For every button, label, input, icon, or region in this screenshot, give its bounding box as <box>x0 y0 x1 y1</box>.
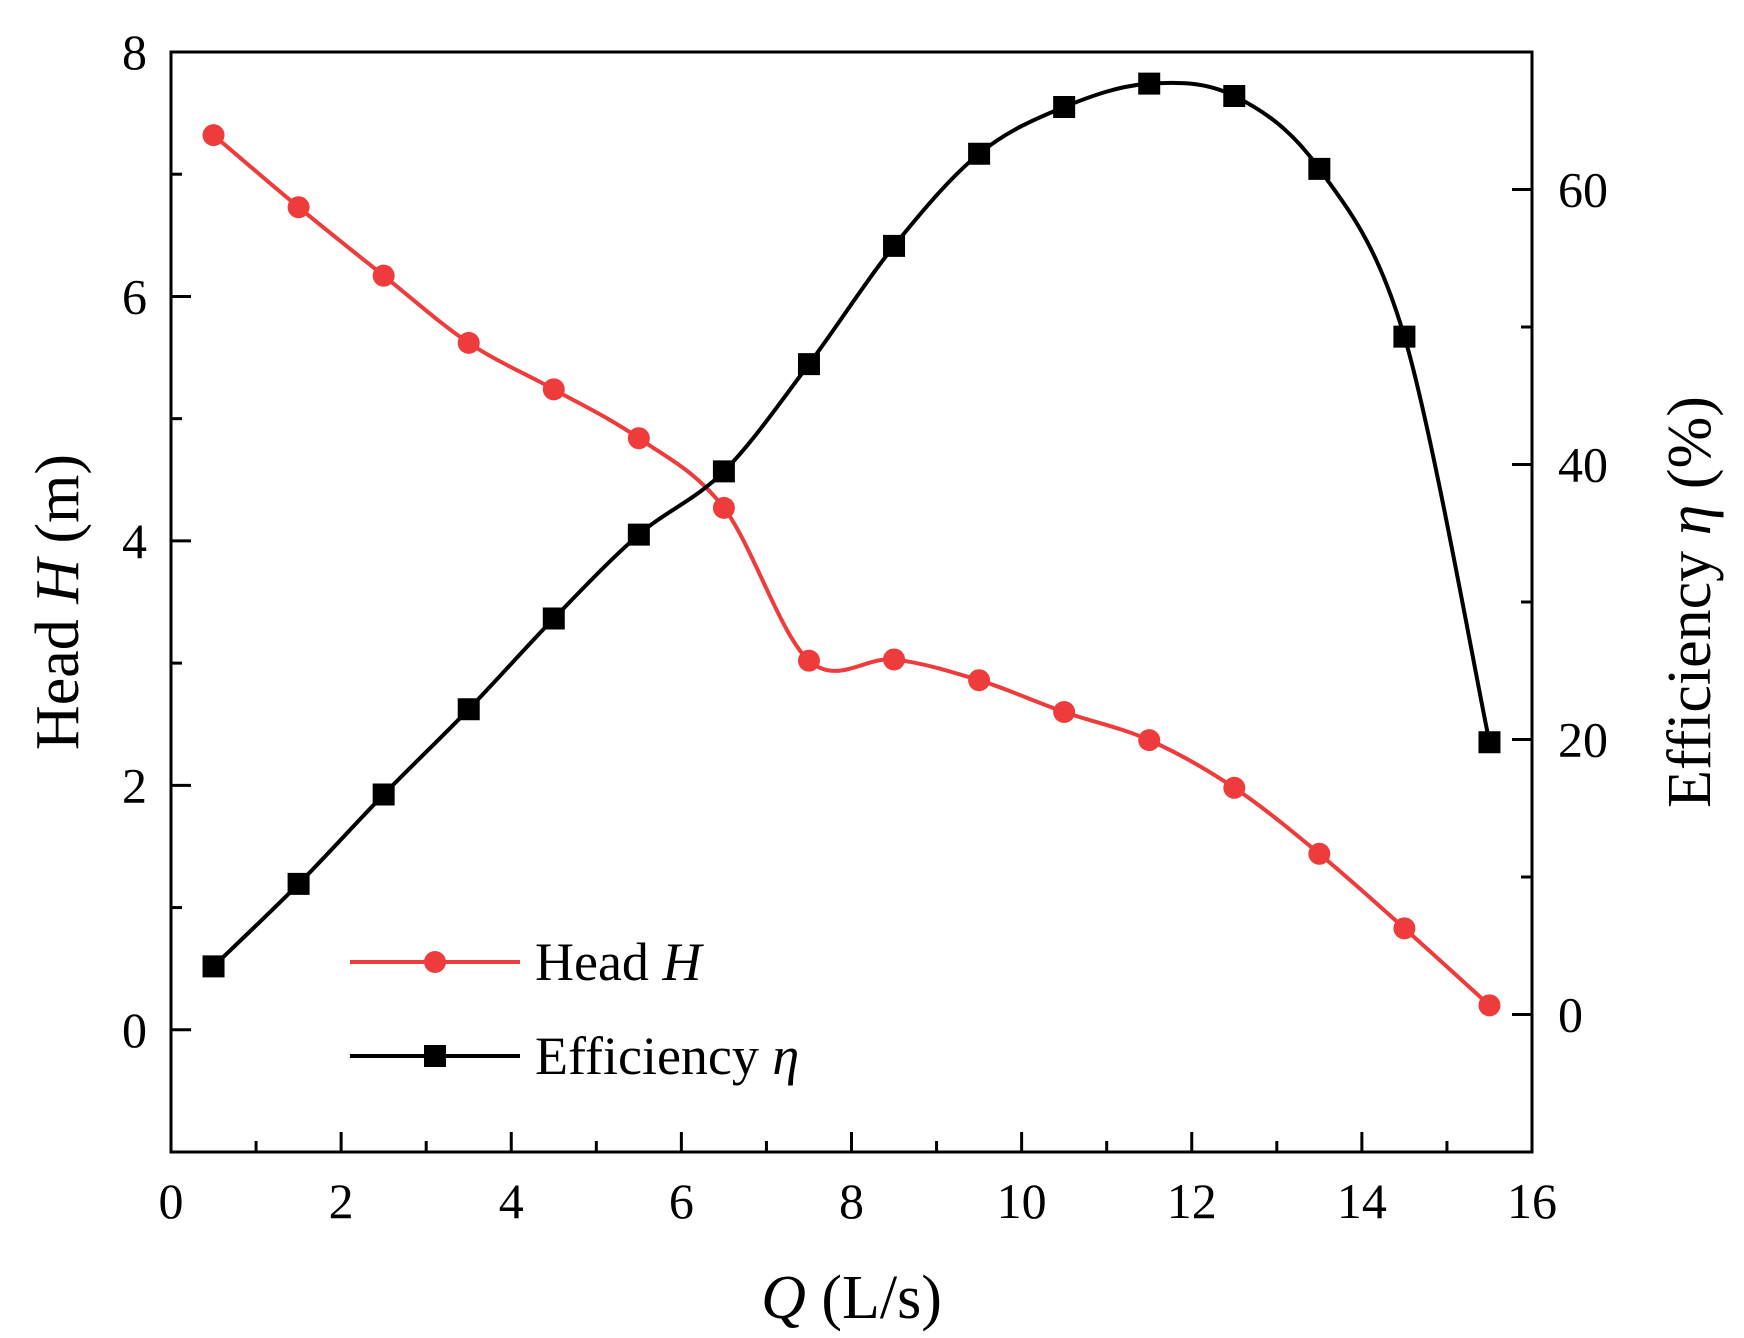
data-point-efficiency <box>542 607 565 630</box>
y-right-tick-label: 20 <box>1558 712 1608 768</box>
data-point-efficiency <box>883 234 906 257</box>
x-tick-label: 4 <box>499 1173 524 1229</box>
y-left-tick-label: 6 <box>122 268 147 324</box>
y-left-tick-label: 4 <box>122 513 147 569</box>
y-right-tick-label: 0 <box>1558 987 1583 1043</box>
data-point-head <box>542 378 565 401</box>
axes-layer: 0 2 4 6 8 10 12 14 16 0 2 4 6 8 0 20 40 60 Q (L/s) Head H (… <box>24 24 1724 1332</box>
data-point-head <box>287 196 310 219</box>
data-point-efficiency <box>797 353 820 376</box>
data-point-efficiency <box>1478 731 1501 754</box>
data-point-head <box>202 124 225 147</box>
data-point-head <box>1393 917 1416 940</box>
legend-marker-head <box>424 951 446 973</box>
data-point-efficiency <box>457 698 480 721</box>
y-right-tick-label: 40 <box>1558 437 1608 493</box>
data-point-efficiency <box>968 142 991 165</box>
x-tick-label: 12 <box>1167 1173 1217 1229</box>
y-left-tick-label: 0 <box>122 1002 147 1058</box>
data-point-head <box>968 669 991 692</box>
x-tick-label: 8 <box>839 1173 864 1229</box>
x-tick-label: 16 <box>1507 1173 1557 1229</box>
data-point-head <box>712 496 735 519</box>
legend-marker-efficiency <box>424 1045 446 1067</box>
data-point-head <box>1138 729 1161 752</box>
data-point-efficiency <box>287 872 310 895</box>
data-point-head <box>797 649 820 672</box>
y-right-tick-label: 60 <box>1558 162 1608 218</box>
data-point-efficiency <box>202 955 225 978</box>
data-point-head <box>1478 994 1501 1017</box>
data-point-head <box>457 331 480 354</box>
y-left-tick-label: 8 <box>122 24 147 80</box>
x-tick-label: 14 <box>1337 1173 1387 1229</box>
data-point-efficiency <box>1138 72 1161 95</box>
data-point-efficiency <box>372 783 395 806</box>
x-tick-label: 0 <box>159 1173 184 1229</box>
data-point-head <box>883 648 906 671</box>
data-point-efficiency <box>1053 96 1076 118</box>
data-point-efficiency <box>1308 157 1331 180</box>
data-point-head <box>627 427 650 450</box>
y-left-axis-title: Head H (m) <box>24 454 92 750</box>
plot-frame <box>169 50 1534 1154</box>
x-axis-title: Q (L/s) <box>761 1264 942 1332</box>
series-line-head <box>212 133 1491 1007</box>
x-tick-label: 6 <box>669 1173 694 1229</box>
data-point-efficiency <box>1393 325 1416 348</box>
legend-label-head: Head H <box>535 932 704 992</box>
x-tick-label: 2 <box>329 1173 354 1229</box>
data-point-head <box>1308 842 1331 865</box>
data-point-efficiency <box>1223 85 1246 107</box>
series-line-efficiency <box>212 80 1492 968</box>
data-point-efficiency <box>712 460 735 483</box>
data-point-head <box>372 264 395 287</box>
legend-label-efficiency: Efficiency η <box>535 1026 799 1086</box>
data-point-head <box>1223 776 1246 799</box>
y-left-tick-label: 2 <box>122 757 147 813</box>
legend: Head H Efficiency η <box>350 932 799 1086</box>
x-tick-label: 10 <box>997 1173 1047 1229</box>
y-right-axis-title: Efficiency η (%) <box>1656 396 1724 808</box>
plot-layer <box>202 72 1501 1017</box>
data-point-head <box>1053 701 1076 723</box>
data-point-efficiency <box>627 523 650 546</box>
